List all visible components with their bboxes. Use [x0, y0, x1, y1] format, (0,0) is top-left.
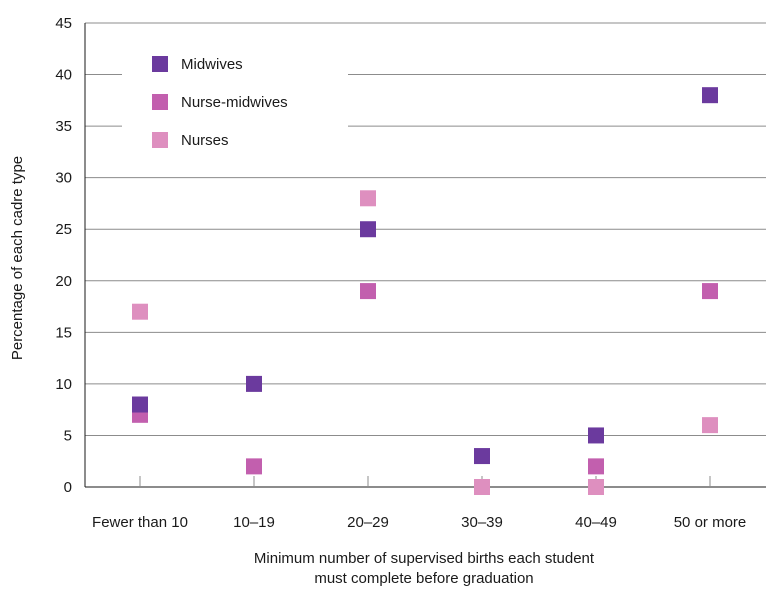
data-point-nurse-midwives	[702, 283, 718, 300]
x-tick-label: 40–49	[575, 514, 617, 531]
data-point-nurses	[588, 479, 604, 495]
y-axis-title: Percentage of each cadre type	[9, 156, 26, 360]
data-point-nurses	[702, 417, 718, 434]
x-tick-label: 50 or more	[674, 514, 747, 531]
data-point-nurse-midwives	[588, 458, 604, 475]
data-points	[132, 87, 718, 495]
x-tick-label: 30–39	[461, 514, 503, 531]
y-tick-label: 15	[55, 324, 72, 341]
y-tick-label: 25	[55, 221, 72, 238]
legend-swatch	[152, 94, 168, 110]
data-point-midwives	[474, 448, 490, 465]
data-point-midwives	[702, 87, 718, 104]
y-tick-label: 35	[55, 118, 72, 135]
x-tick-labels: Fewer than 10 10–19 20–29 30–39 40–49 50 or m…	[92, 514, 746, 531]
y-tick-label: 20	[55, 273, 72, 290]
x-tick-label: 10–19	[233, 514, 275, 531]
y-tick-label: 0	[64, 479, 72, 496]
data-point-nurse-midwives	[360, 283, 376, 300]
legend-label: Midwives	[181, 56, 243, 73]
legend-label: Nurse-midwives	[181, 94, 288, 111]
y-tick-label: 10	[55, 376, 72, 393]
gridlines	[85, 22, 766, 436]
x-tick-label: Fewer than 10	[92, 514, 188, 531]
y-tick-label: 5	[64, 427, 72, 444]
data-point-nurse-midwives	[246, 458, 262, 475]
x-tick-label: 20–29	[347, 514, 389, 531]
x-axis-title-line-1: Minimum number of supervised births each…	[254, 550, 595, 567]
data-point-midwives	[360, 221, 376, 238]
data-point-nurses	[474, 479, 490, 495]
legend-swatch	[152, 56, 168, 72]
y-tick-label: 45	[55, 15, 72, 32]
data-point-midwives	[588, 427, 604, 444]
data-point-midwives	[246, 375, 262, 392]
y-tick-labels: 0 5 10 15 20 25 30 35 40 45	[55, 15, 72, 496]
x-axis-title-line-2: must complete before graduation	[314, 570, 533, 587]
legend: Midwives Nurse-midwives Nurses	[122, 47, 348, 157]
y-tick-label: 30	[55, 170, 72, 187]
data-point-nurses	[132, 303, 148, 320]
data-point-nurses	[360, 190, 376, 207]
legend-label: Nurses	[181, 132, 229, 149]
y-tick-label: 40	[55, 67, 72, 84]
legend-swatch	[152, 132, 168, 148]
data-point-midwives	[132, 396, 148, 413]
